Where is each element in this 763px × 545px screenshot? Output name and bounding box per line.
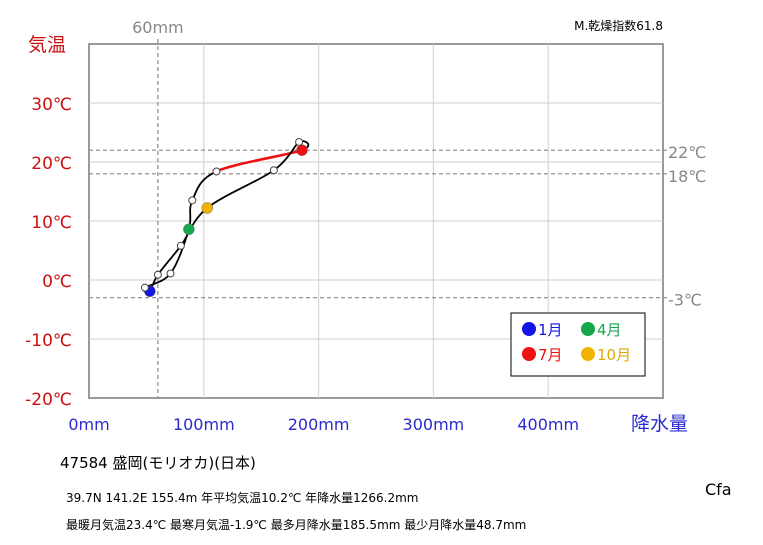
month-point-8 [295,137,304,146]
y-tick-label: 30℃ [31,95,72,115]
y-axis-label: 気温 [28,34,66,56]
legend-marker [581,347,595,361]
legend-marker [522,347,536,361]
reference-label-y: 18℃ [668,167,706,186]
month-point-2 [140,283,149,292]
curve-segment [206,169,275,209]
x-tick-label: 300mm [403,415,465,434]
x-tick-label: 0mm [68,415,109,434]
legend-label: 4月 [597,321,622,339]
month-point-10 [201,202,213,214]
x-tick-label: 400mm [517,415,579,434]
station-stats-line1: 39.7N 141.2E 155.4m 年平均気温10.2℃ 年降水量1266.… [66,491,419,505]
dryness-index-label: M.乾燥指数61.8 [574,18,663,33]
x-tick-label: 100mm [173,415,235,434]
y-tick-label: 10℃ [31,213,72,233]
legend-marker [522,322,536,336]
month-point-5 [188,196,197,205]
reference-label-y: -3℃ [668,291,702,310]
month-point-3 [166,269,175,278]
month-point-11 [176,241,185,250]
legend-label: 1月 [538,321,563,339]
reference-label-y: 22℃ [668,143,706,162]
month-point-4 [183,223,195,236]
legend-marker [581,322,595,336]
month-point-7 [296,144,308,156]
legend-label: 7月 [538,346,563,364]
legend-label: 10月 [597,346,631,364]
reference-label-x: 60mm [132,18,184,37]
station-stats-line2: 最暖月気温23.4℃ 最寒月気温-1.9℃ 最多月降水量185.5mm 最少月降… [66,518,527,532]
y-tick-label: -20℃ [25,390,72,410]
station-title: 47584 盛岡(モリオカ)(日本) [60,454,256,472]
month-point-9 [269,166,278,175]
x-tick-label: 200mm [288,415,350,434]
y-tick-label: 20℃ [31,154,72,174]
legend-box [510,312,646,377]
month-point-6 [212,167,221,176]
y-tick-label: -10℃ [25,331,72,351]
climate-class: Cfa [705,480,732,499]
month-point-12 [153,270,162,279]
x-axis-label: 降水量 [631,413,688,435]
y-tick-label: 0℃ [42,272,72,292]
